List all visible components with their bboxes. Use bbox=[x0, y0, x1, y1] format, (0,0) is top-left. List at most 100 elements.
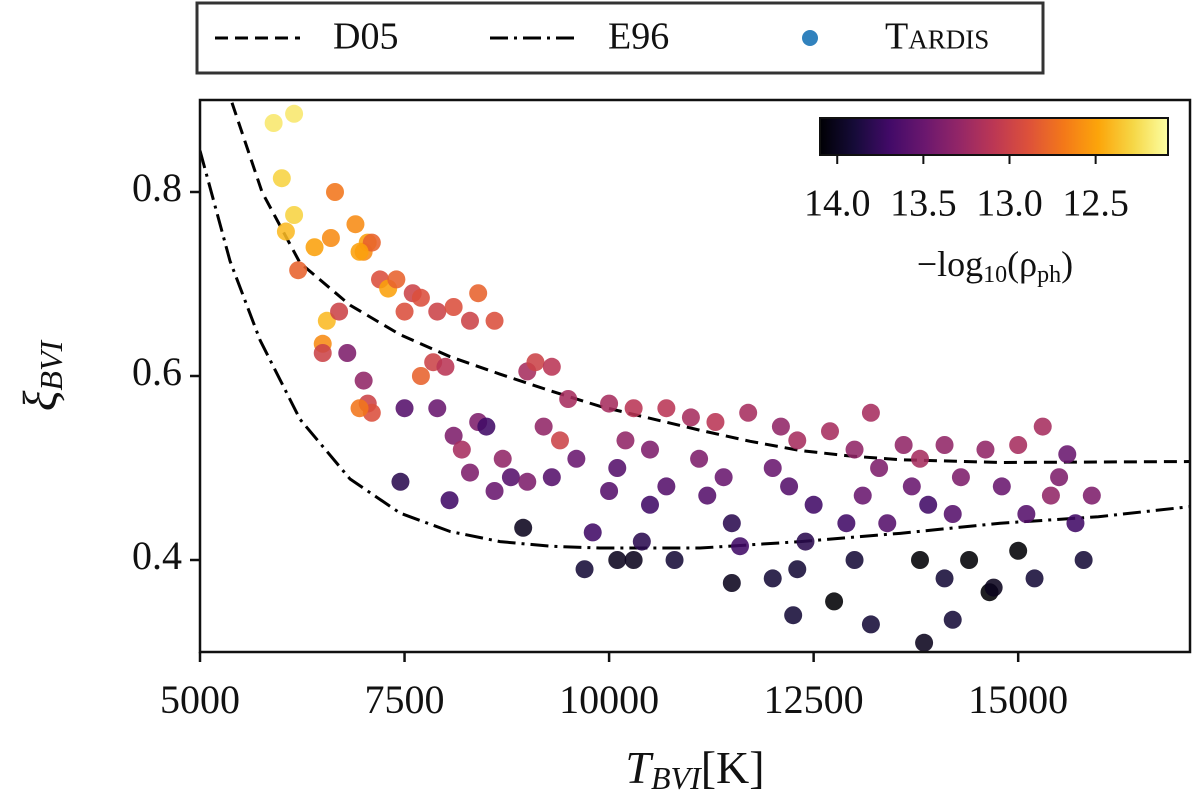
scatter-point bbox=[534, 417, 553, 436]
scatter-point bbox=[739, 403, 758, 422]
scatter-point bbox=[731, 537, 749, 556]
scatter-point bbox=[436, 357, 455, 376]
colorbar-label: −log10(ρph) bbox=[917, 244, 1073, 287]
scatter-point bbox=[501, 468, 520, 487]
colorbar-tick-label: 13.0 bbox=[976, 183, 1043, 225]
scatter-point bbox=[354, 371, 373, 390]
scatter-point bbox=[326, 183, 344, 201]
scatter-point bbox=[391, 472, 410, 491]
scatter-point bbox=[902, 477, 921, 496]
scatter-point bbox=[919, 495, 938, 514]
scatter-point bbox=[706, 413, 725, 431]
scatter-point bbox=[894, 436, 913, 454]
y-tick-label: 0.6 bbox=[132, 349, 182, 394]
scatter-point bbox=[428, 302, 447, 321]
y-axis-label: ξBVI bbox=[14, 340, 69, 412]
legend-box bbox=[195, 1, 1045, 75]
scatter-point bbox=[526, 353, 545, 372]
legend-label: D05 bbox=[333, 16, 398, 58]
scatter-point bbox=[1058, 445, 1077, 464]
scatter-point bbox=[911, 449, 929, 468]
legend-label: E96 bbox=[608, 16, 669, 58]
scatter-point bbox=[285, 206, 304, 224]
x-tick-label: 10000 bbox=[559, 677, 659, 722]
scatter-point bbox=[600, 394, 619, 413]
x-tick-label: 15000 bbox=[968, 677, 1068, 722]
scatter-point bbox=[411, 288, 430, 307]
scatter-point bbox=[935, 569, 954, 588]
scatter-point bbox=[350, 399, 369, 418]
scatter-point bbox=[641, 495, 659, 514]
scatter-point bbox=[1050, 468, 1069, 487]
scatter-point bbox=[583, 523, 602, 542]
scatter-point bbox=[665, 551, 684, 569]
scatter-point bbox=[1033, 417, 1052, 436]
x-tick-label: 5000 bbox=[160, 677, 240, 722]
scatter-point bbox=[321, 229, 340, 247]
scatter-point bbox=[575, 560, 594, 579]
scatter-point bbox=[567, 449, 586, 468]
scatter-point bbox=[518, 472, 537, 491]
scatter-point bbox=[264, 114, 283, 132]
scatter-point bbox=[681, 408, 700, 427]
scatter-point bbox=[559, 390, 578, 408]
curve-dashdot bbox=[200, 150, 1190, 550]
scatter-point bbox=[976, 440, 995, 459]
scatter-point bbox=[911, 551, 929, 569]
curve-dashed bbox=[230, 102, 1190, 464]
scatter-point bbox=[657, 399, 676, 418]
scatter-point bbox=[763, 569, 782, 588]
colorbar-tick-label: 12.5 bbox=[1062, 183, 1129, 225]
scatter-point bbox=[428, 399, 447, 418]
scatter-point bbox=[276, 222, 295, 241]
scatter-point bbox=[551, 431, 569, 450]
scatter-point bbox=[387, 270, 406, 289]
colorbar-tick-label: 13.5 bbox=[890, 183, 957, 225]
scatter-point bbox=[845, 440, 864, 459]
scatter-point bbox=[690, 449, 709, 468]
scatter-point bbox=[870, 459, 889, 477]
scatter-point bbox=[444, 426, 463, 445]
scatter-point bbox=[272, 169, 291, 188]
legend-label: Tardis bbox=[885, 16, 989, 58]
scatter-point bbox=[616, 431, 635, 450]
scatter-point bbox=[943, 610, 962, 629]
scatter-point bbox=[837, 514, 856, 533]
scatter-point bbox=[771, 417, 790, 436]
scatter-point bbox=[542, 357, 561, 376]
scatter-point bbox=[444, 298, 463, 316]
scatter-point bbox=[1066, 514, 1085, 533]
scatter-point bbox=[411, 367, 430, 385]
scatter-point bbox=[1009, 541, 1028, 560]
scatter-point bbox=[330, 302, 349, 321]
legend-swatch bbox=[802, 30, 818, 46]
scatter-point bbox=[285, 104, 304, 123]
scatter-point bbox=[861, 615, 880, 634]
scatter-point bbox=[722, 514, 741, 533]
scatter-point bbox=[960, 551, 979, 569]
scatter-point bbox=[780, 477, 799, 496]
scatter-point bbox=[1025, 569, 1044, 588]
scatter-point bbox=[796, 532, 815, 551]
scatter-point bbox=[788, 560, 807, 579]
scatter-point bbox=[1009, 436, 1028, 454]
scatter-point bbox=[657, 477, 676, 496]
scatter-point bbox=[317, 311, 336, 330]
scatter-point bbox=[608, 459, 627, 477]
scatter-point bbox=[763, 459, 782, 477]
x-tick-label: 7500 bbox=[365, 677, 445, 722]
scatter-point bbox=[608, 551, 627, 569]
x-tick-label: 12500 bbox=[764, 677, 864, 722]
scatter-point bbox=[624, 551, 643, 569]
scatter-point bbox=[305, 238, 324, 257]
scatter-point bbox=[878, 514, 897, 533]
scatter-point bbox=[485, 482, 504, 500]
scatter-point bbox=[542, 468, 561, 487]
scatter-point bbox=[641, 440, 659, 459]
y-tick-label: 0.4 bbox=[132, 533, 182, 578]
scatter-point bbox=[452, 440, 471, 459]
scatter-point bbox=[845, 551, 864, 569]
scatter-point bbox=[313, 344, 332, 362]
colorbar bbox=[819, 117, 1169, 156]
